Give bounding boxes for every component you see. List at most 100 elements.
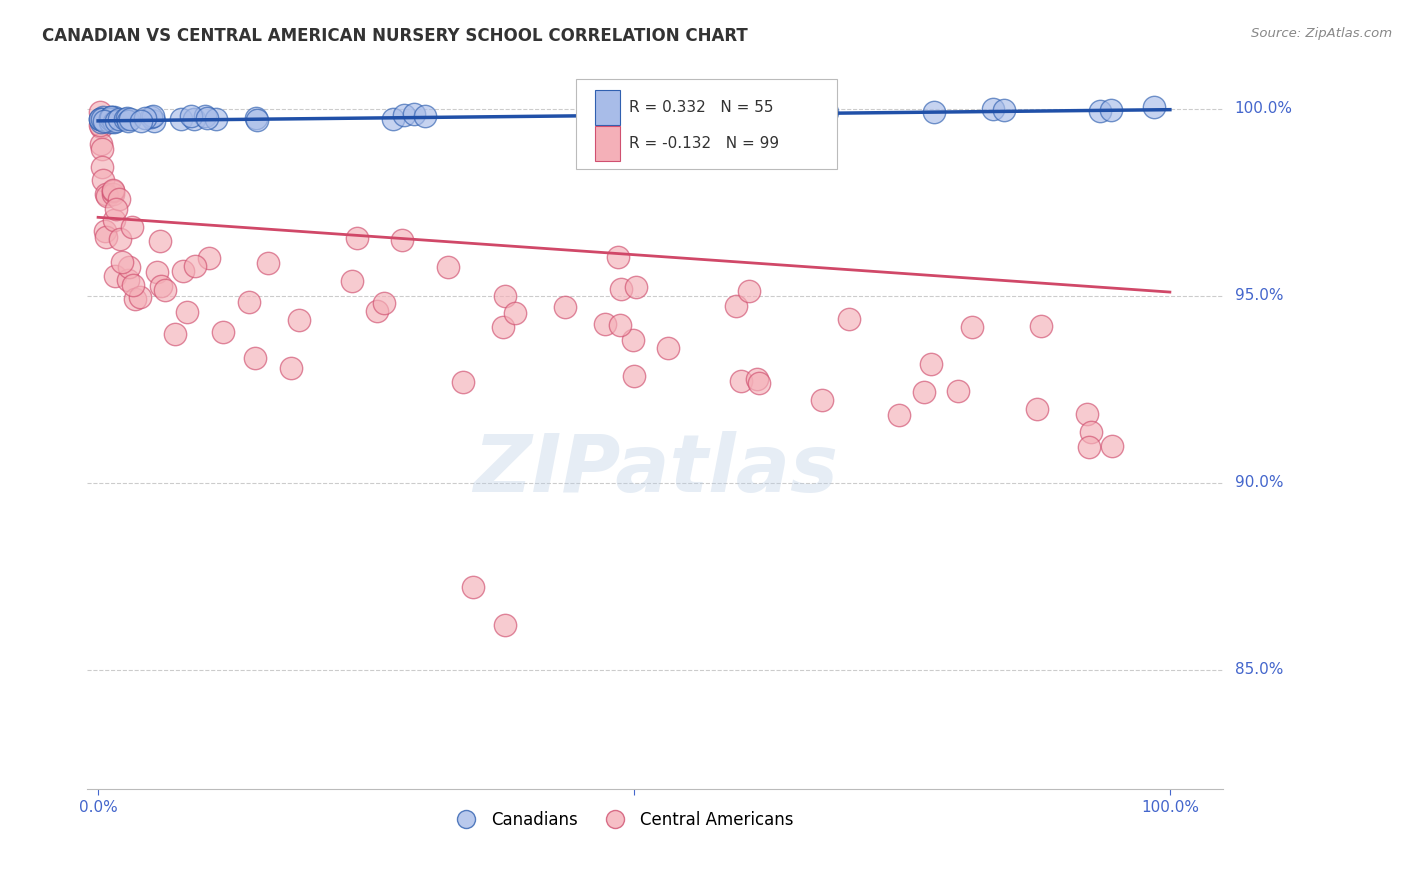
Point	[494, 289, 516, 303]
Point	[1101, 439, 1123, 453]
Point	[129, 290, 152, 304]
Point	[737, 284, 759, 298]
Point	[404, 107, 426, 121]
Point	[89, 104, 111, 119]
Point	[103, 110, 125, 124]
Text: ZIPatlas: ZIPatlas	[472, 431, 838, 509]
Point	[98, 115, 121, 129]
Point	[887, 408, 910, 422]
Point	[146, 265, 169, 279]
Point	[960, 320, 983, 334]
Point	[183, 112, 205, 127]
Point	[1090, 103, 1112, 118]
Point	[108, 112, 131, 127]
Point	[103, 212, 125, 227]
Text: 90.0%: 90.0%	[1234, 475, 1284, 491]
Point	[90, 136, 112, 151]
Point	[118, 112, 141, 126]
Point	[153, 283, 176, 297]
Point	[91, 160, 114, 174]
Point	[94, 187, 117, 202]
Point	[1143, 99, 1166, 113]
Point	[644, 105, 666, 120]
Point	[212, 325, 235, 339]
Point	[246, 112, 269, 127]
Bar	[595, 90, 620, 125]
Point	[505, 306, 527, 320]
Point	[115, 111, 138, 125]
Point	[91, 110, 114, 124]
Point	[243, 351, 266, 365]
Point	[194, 109, 217, 123]
Point	[554, 300, 576, 314]
Point	[89, 118, 111, 132]
Point	[101, 186, 124, 201]
Point	[391, 233, 413, 247]
Point	[205, 112, 228, 127]
Point	[811, 392, 834, 407]
Point	[1099, 103, 1122, 118]
Point	[838, 311, 860, 326]
Point	[90, 120, 112, 134]
Point	[346, 230, 368, 244]
Point	[1026, 402, 1049, 417]
Point	[748, 376, 770, 390]
Point	[288, 313, 311, 327]
Point	[184, 259, 207, 273]
Point	[91, 172, 114, 186]
Point	[100, 111, 122, 125]
Point	[463, 580, 485, 594]
Text: Source: ZipAtlas.com: Source: ZipAtlas.com	[1251, 27, 1392, 40]
Point	[94, 224, 117, 238]
Point	[1078, 440, 1101, 454]
Point	[142, 109, 165, 123]
Point	[180, 109, 202, 123]
Point	[238, 295, 260, 310]
Point	[1029, 318, 1052, 333]
Point	[93, 114, 115, 128]
Text: R = -0.132   N = 99: R = -0.132 N = 99	[630, 136, 779, 152]
Point	[90, 112, 112, 126]
Point	[176, 305, 198, 319]
Point	[118, 260, 141, 274]
Point	[197, 251, 219, 265]
Point	[366, 304, 388, 318]
Point	[373, 295, 395, 310]
Point	[342, 274, 364, 288]
Text: CANADIAN VS CENTRAL AMERICAN NURSERY SCHOOL CORRELATION CHART: CANADIAN VS CENTRAL AMERICAN NURSERY SCH…	[42, 27, 748, 45]
Point	[110, 254, 132, 268]
Point	[129, 114, 152, 128]
Text: 100.0%: 100.0%	[1234, 102, 1292, 117]
Point	[134, 112, 156, 126]
Point	[245, 112, 267, 126]
Point	[593, 317, 616, 331]
Point	[163, 327, 186, 342]
Point	[413, 109, 436, 123]
Point	[121, 278, 143, 293]
Point	[610, 282, 633, 296]
Point	[114, 112, 136, 127]
Point	[946, 384, 969, 398]
Point	[170, 112, 193, 126]
Point	[607, 250, 630, 264]
Point	[725, 299, 748, 313]
Point	[1076, 407, 1098, 421]
Point	[89, 112, 111, 127]
Point	[142, 113, 165, 128]
Point	[621, 333, 644, 347]
Point	[981, 102, 1004, 116]
Point	[93, 114, 115, 128]
Point	[89, 115, 111, 129]
Point	[91, 143, 114, 157]
Point	[149, 234, 172, 248]
Point	[1080, 425, 1102, 439]
Point	[100, 112, 122, 127]
Point	[624, 279, 647, 293]
Point	[139, 110, 162, 124]
Point	[745, 372, 768, 386]
Point	[124, 292, 146, 306]
Point	[89, 112, 111, 127]
Text: R = 0.332   N = 55: R = 0.332 N = 55	[630, 100, 773, 115]
Point	[815, 104, 838, 119]
Point	[100, 111, 122, 125]
